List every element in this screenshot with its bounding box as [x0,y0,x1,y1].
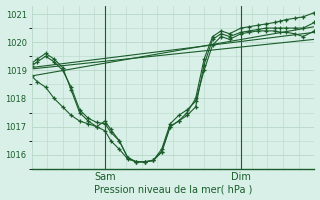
X-axis label: Pression niveau de la mer( hPa ): Pression niveau de la mer( hPa ) [94,184,252,194]
